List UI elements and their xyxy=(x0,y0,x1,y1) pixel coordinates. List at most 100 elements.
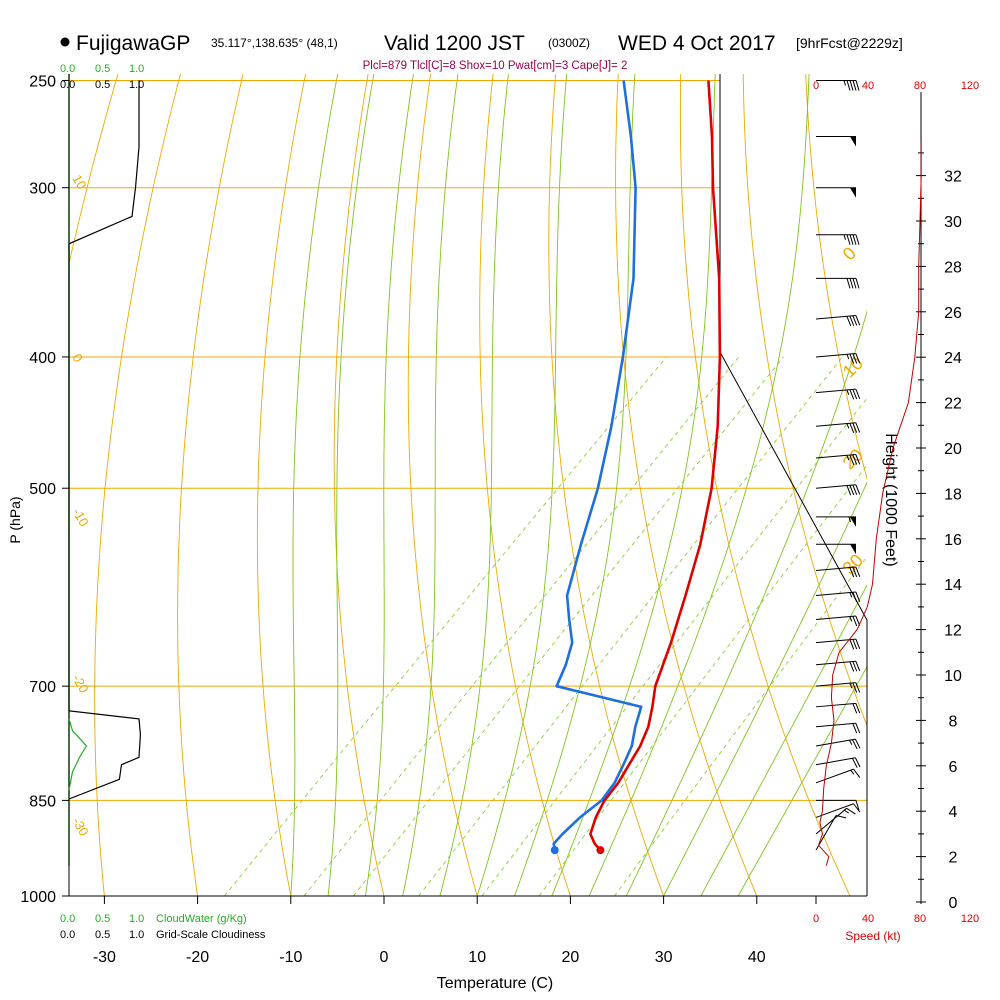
moist-adiabat-line xyxy=(290,74,339,896)
cloudwater-tick-bottom-1: 0.5 xyxy=(95,913,110,925)
wind-barb-staff xyxy=(815,757,856,766)
cloudiness-tick-top-1: 0.5 xyxy=(95,79,110,91)
dry-adiabat-line xyxy=(991,56,1000,896)
dry-adiabat-line xyxy=(742,74,867,727)
wind-barb-staff xyxy=(815,566,856,571)
dry-adiabat-line xyxy=(805,74,867,481)
height-tick-label: 30 xyxy=(944,214,962,231)
wind-barb-pennant xyxy=(850,187,856,198)
wind-barb-flag xyxy=(852,639,858,650)
wind-barb xyxy=(816,277,860,289)
dewpoint-profile xyxy=(552,80,643,851)
dry-adiabat-label: -30 xyxy=(69,815,91,839)
wind-barb xyxy=(816,234,860,245)
wind-barb xyxy=(815,566,861,578)
mixing-ratio-lines: 1 2 3 5 8 12 20 xyxy=(224,356,867,918)
pressure-axis-ticks: 250 300 400 500 700 850 1000 xyxy=(20,73,69,906)
wind-barb-pennant xyxy=(850,136,856,147)
wind-barb-flag xyxy=(849,423,855,434)
x-tick-label: -20 xyxy=(186,949,209,966)
dry-adiabats xyxy=(69,56,1000,896)
wind-barb xyxy=(815,682,861,693)
station-marker-icon xyxy=(60,37,70,47)
wind-barb xyxy=(815,738,861,750)
wind-barb-flag xyxy=(855,422,861,433)
speed-tick-top-2: 80 xyxy=(914,80,926,92)
wind-barb-flag xyxy=(852,567,858,578)
wind-barb-half-flag xyxy=(843,80,846,86)
wind-barb-flag xyxy=(855,703,861,714)
cloudiness-label: Grid-Scale Cloudiness xyxy=(156,929,266,941)
height-tick-label: 20 xyxy=(944,441,962,458)
wind-barb-half-flag xyxy=(846,423,850,429)
cloudiness-tick-bottom-2: 1.0 xyxy=(129,929,144,941)
mixing-ratio-line xyxy=(481,397,867,896)
chart-header: FujigawaGP 35.117°,138.635° (48,1) Valid… xyxy=(60,32,903,72)
wind-barb-pennant xyxy=(850,516,856,527)
forecast-info: [9hrFcst@2229z] xyxy=(796,35,903,51)
surface-dewpoint-marker xyxy=(550,846,559,855)
p-tick-label: 1000 xyxy=(20,889,56,906)
moist-adiabat-line xyxy=(364,74,414,896)
wind-barb xyxy=(815,615,861,627)
cloudwater-tick-bottom-0: 0.0 xyxy=(60,913,75,925)
wind-barb xyxy=(816,136,856,147)
mixing-ratio-line xyxy=(614,555,867,896)
dry-adiabat-line xyxy=(615,74,758,896)
cloudwater-tick-bottom-2: 1.0 xyxy=(129,913,144,925)
wind-barb-flag xyxy=(854,738,861,749)
wind-barb-staff xyxy=(815,615,856,620)
dry-adiabat-label: 10 xyxy=(69,172,89,192)
moist-adiabat-line xyxy=(476,74,568,896)
moist-adiabat-line xyxy=(663,481,867,896)
p-tick-label: 400 xyxy=(29,350,56,367)
wind-barb-flag xyxy=(852,703,858,714)
p-tick-label: 850 xyxy=(29,793,56,810)
wind-barb-flag xyxy=(852,389,858,400)
wind-barb-flag xyxy=(855,800,860,811)
moist-adiabat-label: 20 xyxy=(839,445,867,473)
speed-height-panel: 0 40 80 120 0 40 80 120 Speed (kt) Heigh… xyxy=(813,80,979,943)
wind-barb-flag xyxy=(851,739,858,750)
plot-right-diagonal xyxy=(719,351,868,621)
speed-tick-bottom-3: 120 xyxy=(961,913,979,925)
wind-barb-flag xyxy=(846,80,851,91)
dry-adiabat-line xyxy=(479,74,571,896)
mixing-ratio-label: 20 xyxy=(602,897,623,918)
dry-adiabat-label: -10 xyxy=(69,505,91,529)
wind-barb-flag xyxy=(852,616,858,627)
wind-barb-flag xyxy=(855,315,861,326)
height-tick-label: 24 xyxy=(944,350,962,367)
moist-adiabat-label: 0 xyxy=(839,243,860,264)
wind-barb xyxy=(815,352,861,364)
wind-barb-flag xyxy=(851,758,858,768)
moist-adiabat-line xyxy=(514,74,636,896)
cloudwater-profile xyxy=(68,718,88,791)
wind-barb-flag xyxy=(852,278,857,289)
wind-barb-flag xyxy=(852,80,857,91)
wind-barb xyxy=(816,543,856,555)
height-tick-label: 18 xyxy=(944,486,962,503)
speed-tick-bottom-0: 0 xyxy=(813,913,819,925)
moist-adiabat-line xyxy=(625,309,867,896)
wind-barb-half-flag xyxy=(849,616,853,622)
wind-barb-flag xyxy=(855,591,861,602)
wind-barb-staff xyxy=(815,803,854,818)
wind-barb-staff xyxy=(815,702,856,708)
wind-barb-half-flag xyxy=(849,592,853,598)
moist-adiabat-line xyxy=(737,665,867,896)
height-tick-label: 6 xyxy=(949,759,958,776)
wind-barb-flag xyxy=(849,234,854,245)
wind-barb-flag xyxy=(852,454,858,465)
mixing-ratio-label: 3 xyxy=(341,902,357,918)
mixing-ratio-line xyxy=(538,464,867,896)
x-tick-label: 30 xyxy=(655,949,673,966)
wind-barb-flag xyxy=(846,485,852,496)
height-tick-label: 26 xyxy=(944,305,962,322)
height-tick-label: 10 xyxy=(944,668,962,685)
mixing-ratio-label: 8 xyxy=(469,902,485,918)
dry-adiabat-line xyxy=(548,74,665,896)
cloudwater-tick-top-1: 0.5 xyxy=(95,63,110,75)
x-tick-label: -30 xyxy=(93,949,116,966)
